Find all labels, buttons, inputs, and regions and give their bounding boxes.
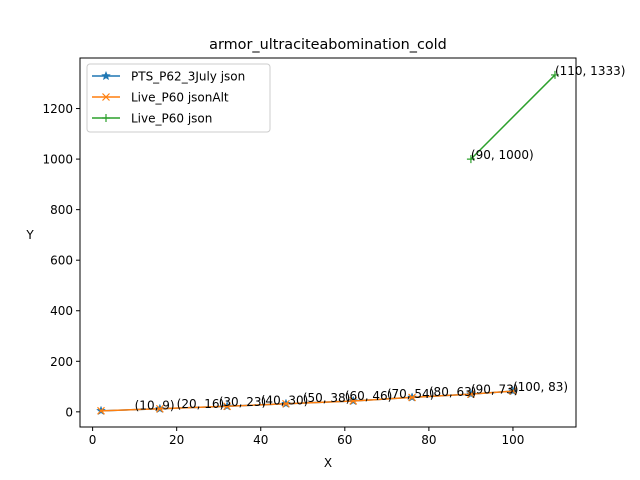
series-3-point	[550, 70, 559, 79]
legend-label: Live_P60 json	[131, 112, 212, 126]
x-axis-ticks: 0 20 40 60 80 100	[89, 427, 524, 447]
y-tick-label: 400	[50, 304, 73, 318]
legend-marker	[102, 93, 110, 101]
x-tick-label: 40	[253, 433, 268, 447]
legend-marker	[101, 70, 111, 81]
data-label: (40, 30)	[261, 393, 309, 407]
series-2-point	[282, 399, 290, 408]
series-2-point	[509, 387, 517, 396]
series-2-point	[408, 393, 416, 402]
x-tick-label: 100	[501, 433, 524, 447]
series-2	[97, 387, 517, 415]
series-2-point	[97, 406, 105, 415]
x-axis-label: X	[324, 456, 332, 470]
x-tick-label: 60	[337, 433, 352, 447]
y-tick-label: 200	[50, 355, 73, 369]
y-tick-label: 0	[65, 405, 73, 419]
legend-item: PTS_P62_3July json	[92, 70, 245, 84]
y-tick-label: 1000	[42, 153, 73, 167]
data-label: (90, 73)	[471, 382, 519, 396]
legend-marker	[102, 114, 110, 122]
series-3-point	[466, 155, 475, 164]
legend-item: Live_P60 json	[92, 112, 212, 126]
legend-label: Live_P60 jsonAlt	[131, 91, 229, 105]
x-tick-label: 80	[421, 433, 436, 447]
series-2-line	[100, 390, 514, 412]
y-axis-ticks: 0 200 400 600 800 1000 1200	[42, 102, 80, 419]
y-tick-label: 600	[50, 254, 73, 268]
legend-label: PTS_P62_3July json	[131, 70, 245, 84]
y-tick-label: 800	[50, 203, 73, 217]
chart-title: armor_ultraciteabomination_cold	[209, 37, 447, 53]
series-3-line	[470, 74, 556, 160]
x-tick-label: 0	[89, 433, 97, 447]
legend-item: Live_P60 jsonAlt	[92, 91, 229, 105]
series-2-point	[155, 404, 164, 413]
data-label: (30, 23)	[219, 395, 267, 409]
series-2-point	[349, 397, 358, 405]
annotations: (10, 9) (20, 16)(30, 23)(40, 30)(50, 38)(…	[135, 64, 626, 413]
plot-content	[96, 70, 559, 416]
series-2-point	[466, 390, 475, 399]
plot-frame	[79, 57, 577, 428]
data-label: (70, 54)	[387, 387, 435, 401]
legend-box	[86, 63, 271, 133]
data-label: (80, 63)	[429, 385, 477, 399]
x-tick-label: 20	[169, 433, 184, 447]
data-label: (60, 46)	[345, 389, 393, 403]
y-axis-label: Y	[25, 228, 34, 242]
data-label: (110, 1333)	[555, 64, 625, 78]
series-2-point	[223, 402, 232, 411]
series-3	[466, 70, 559, 164]
y-tick-label: 1200	[42, 102, 73, 116]
data-label: (50, 38)	[303, 391, 351, 405]
legend: PTS_P62_3July json Live_P60 jsonAlt Live_P…	[86, 63, 271, 133]
data-label: (20, 16)	[177, 397, 225, 411]
data-label: (90, 1000)	[471, 148, 534, 162]
data-label: (100, 83)	[513, 380, 568, 394]
data-label: (10, 9)	[135, 399, 175, 413]
